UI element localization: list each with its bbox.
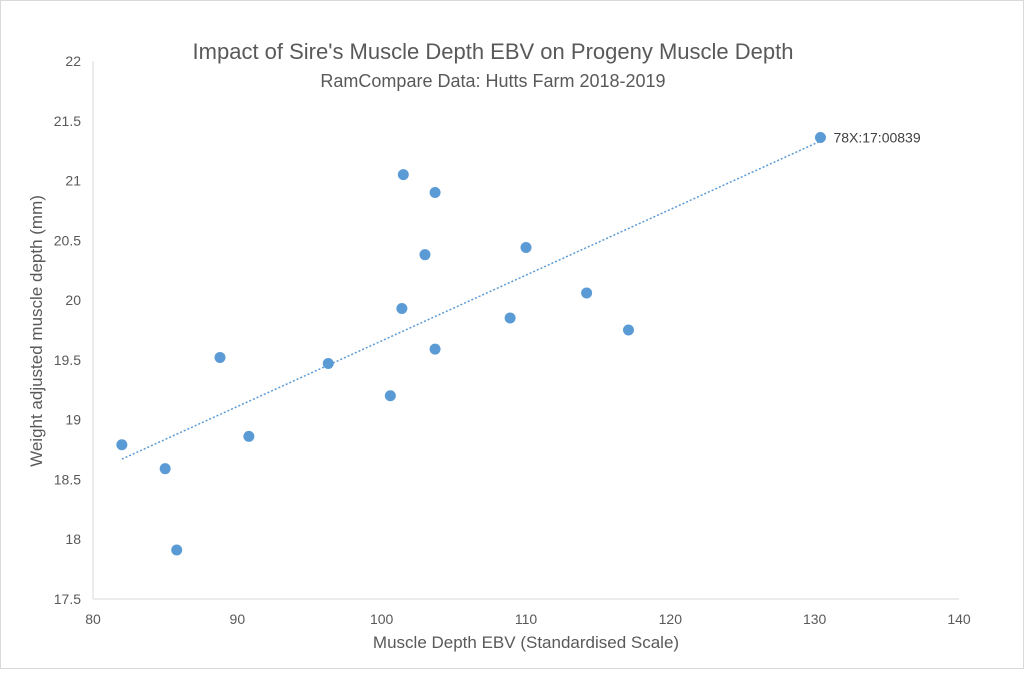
data-point [814, 132, 826, 144]
data-point [214, 351, 226, 363]
chart-subtitle: RamCompare Data: Hutts Farm 2018-2019 [320, 71, 665, 91]
x-tick-label: 110 [515, 611, 538, 627]
y-tick-label: 19.5 [54, 352, 81, 368]
y-tick-label: 21.5 [54, 113, 81, 129]
x-tick-label: 90 [230, 611, 246, 627]
y-tick-labels: 17.5 18 18.5 19 19.5 20 20.5 21 21.5 22 [54, 53, 81, 607]
point-label: 78X:17:00839 [833, 130, 920, 146]
data-point [397, 169, 409, 181]
data-point [581, 287, 593, 299]
chart-title: Impact of Sire's Muscle Depth EBV on Pro… [193, 39, 794, 64]
y-tick-label: 17.5 [54, 591, 81, 607]
x-tick-label: 80 [85, 611, 101, 627]
data-point [622, 324, 634, 336]
x-tick-label: 120 [659, 611, 683, 627]
x-tick-label: 140 [947, 611, 971, 627]
x-tick-label: 130 [803, 611, 827, 627]
data-point [159, 463, 171, 475]
y-tick-label: 20 [65, 292, 81, 308]
data-point [243, 430, 255, 442]
x-tick-label: 100 [370, 611, 394, 627]
data-points [116, 132, 826, 556]
y-tick-label: 20.5 [54, 232, 81, 248]
y-tick-label: 18.5 [54, 471, 81, 487]
y-axis-label: Weight adjusted muscle depth (mm) [27, 195, 46, 467]
data-point [171, 544, 183, 556]
data-point [504, 312, 516, 324]
data-point [322, 357, 334, 369]
x-axis-label: Muscle Depth EBV (Standardised Scale) [373, 633, 679, 652]
trendline [121, 140, 821, 460]
data-point [396, 302, 408, 314]
data-point [116, 439, 128, 451]
data-point [384, 390, 396, 402]
y-tick-label: 18 [65, 531, 81, 547]
y-tick-label: 19 [65, 412, 81, 428]
x-tick-labels: 80 90 100 110 120 130 140 [85, 611, 971, 627]
data-point [429, 187, 441, 199]
data-point [429, 343, 441, 355]
y-tick-label: 22 [65, 53, 81, 69]
data-point [520, 242, 532, 254]
y-tick-label: 21 [65, 173, 81, 189]
data-point [419, 249, 431, 261]
